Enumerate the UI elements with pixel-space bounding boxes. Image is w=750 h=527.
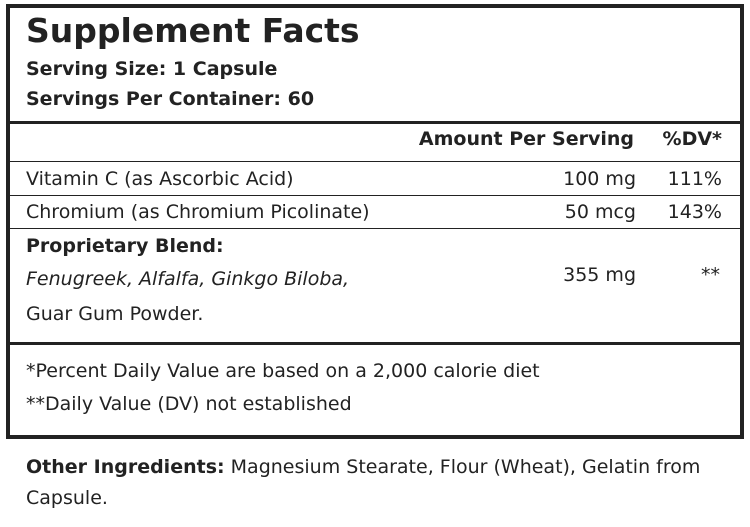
other-ingredients-label: Other Ingredients: xyxy=(26,456,225,478)
column-header: Amount Per Serving xyxy=(418,128,634,150)
servings-per-container: Servings Per Container: 60 xyxy=(26,88,315,110)
other-ingredients: Other Ingredients: Magnesium Stearate, F… xyxy=(26,452,726,514)
blend-ingredients: Fenugreek, Alfalfa, Ginkgo Biloba, xyxy=(26,268,350,290)
label-box xyxy=(6,4,744,439)
nutrient-amount: 50 mcg xyxy=(564,201,636,223)
blend-ingredients: Guar Gum Powder. xyxy=(26,303,204,325)
divider xyxy=(10,121,740,124)
column-header: %DV* xyxy=(662,128,722,150)
divider xyxy=(10,342,740,345)
divider xyxy=(10,195,740,196)
blend-dv: ** xyxy=(701,264,720,286)
divider xyxy=(10,161,740,162)
blend-label: Proprietary Blend: xyxy=(26,235,224,257)
nutrient-name: Vitamin C (as Ascorbic Acid) xyxy=(26,168,294,190)
title: Supplement Facts xyxy=(26,11,360,50)
footnote: *Percent Daily Value are based on a 2,00… xyxy=(26,360,540,382)
divider xyxy=(10,228,740,229)
nutrient-dv: 143% xyxy=(667,201,722,223)
nutrient-amount: 100 mg xyxy=(563,168,636,190)
footnote: **Daily Value (DV) not established xyxy=(26,393,352,415)
nutrient-dv: 111% xyxy=(667,168,722,190)
nutrient-name: Chromium (as Chromium Picolinate) xyxy=(26,201,370,223)
other-ingredients-text: Magnesium Stearate, Flour (Wheat), Gelat… xyxy=(26,456,701,509)
blend-amount: 355 mg xyxy=(563,264,636,286)
serving-size: Serving Size: 1 Capsule xyxy=(26,58,278,80)
